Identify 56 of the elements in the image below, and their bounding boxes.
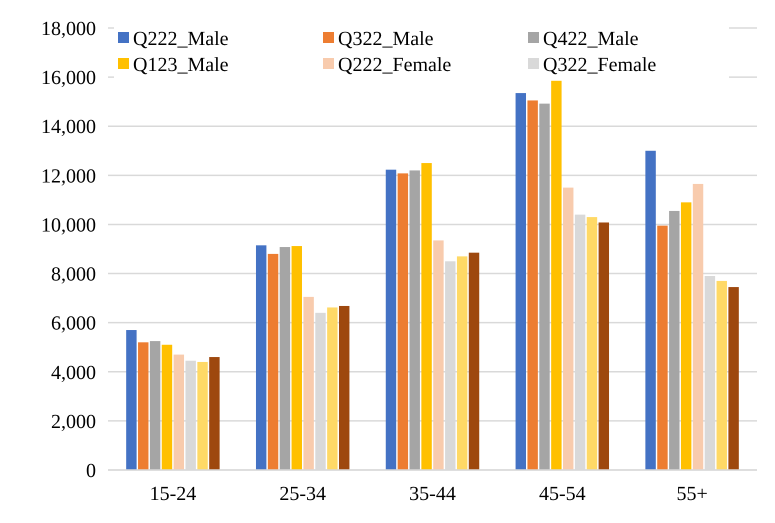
bar: [563, 188, 574, 470]
bar: [421, 163, 432, 470]
bar: [197, 362, 208, 470]
bar: [268, 254, 278, 470]
bar: [586, 217, 598, 470]
bar: [292, 246, 302, 470]
bar: [126, 330, 137, 470]
bar: [327, 307, 338, 470]
y-tick-label: 4,000: [51, 362, 96, 384]
legend-label: Q422_Male: [543, 28, 639, 50]
y-tick-label: 18,000: [41, 18, 96, 40]
y-tick-label: 6,000: [51, 312, 96, 335]
x-tick-label: 35-44: [409, 483, 456, 505]
x-tick-label: 25-34: [279, 483, 326, 505]
x-tick-label: 55+: [676, 483, 708, 505]
y-tick-label: 14,000: [41, 116, 96, 138]
bar: [256, 245, 266, 470]
bar: [456, 256, 468, 470]
bar: [468, 252, 480, 470]
bar: [398, 173, 408, 470]
legend-label: Q322_Male: [338, 28, 434, 50]
legend-label: Q222_Female: [338, 54, 452, 76]
bar: [716, 280, 727, 470]
legend-label: Q222_Male: [133, 28, 229, 50]
bar: [539, 104, 550, 470]
x-tick-label: 15-24: [150, 483, 196, 505]
bar: [692, 184, 704, 470]
bar: [386, 170, 396, 470]
y-tick-label: 10,000: [41, 214, 96, 236]
bar: [551, 80, 562, 470]
bar: [409, 170, 420, 470]
bar: [598, 222, 610, 470]
bar: [138, 342, 148, 470]
x-tick-label: 45-54: [538, 483, 586, 505]
bar: [338, 306, 350, 470]
legend-label: Q123_Male: [133, 54, 229, 76]
bar: [209, 357, 220, 470]
bar: [728, 287, 739, 470]
bar: [174, 354, 184, 470]
bar: [527, 100, 538, 470]
y-tick-label: 8,000: [51, 264, 96, 286]
bar: [516, 93, 526, 470]
bar: [669, 210, 680, 470]
y-tick-label: 2,000: [51, 410, 96, 433]
bar: [162, 344, 172, 470]
legend-label: Q322_Female: [543, 54, 656, 76]
bar: [433, 240, 444, 470]
y-tick-label: 12,000: [41, 165, 96, 188]
bar: [657, 226, 668, 470]
bar: [280, 247, 290, 470]
bar: [680, 202, 692, 470]
bar: [303, 296, 314, 470]
bar: [150, 341, 160, 470]
y-tick-label: 16,000: [41, 67, 96, 90]
bar: [645, 150, 656, 470]
y-tick-label: 0: [86, 460, 96, 482]
